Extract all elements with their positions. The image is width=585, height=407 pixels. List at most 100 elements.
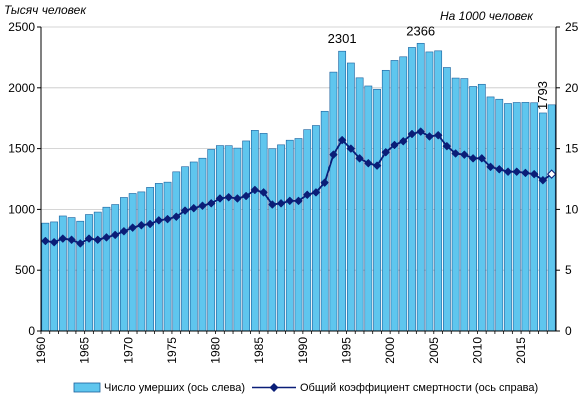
rate-point-1986 [267, 200, 277, 209]
legend-line-label: Общий коэффициент смертности (ось справа… [300, 382, 538, 394]
rate-point-1980 [215, 194, 225, 203]
left-tick-label: 1500 [8, 142, 35, 156]
bar-1997 [364, 85, 373, 332]
bar-2009 [469, 86, 477, 332]
legend-bar-swatch [73, 382, 101, 393]
bar-1963 [67, 217, 76, 332]
rate-point-2002 [407, 129, 417, 139]
right-axis-title: На 1000 человек [440, 9, 534, 23]
bar-1962 [58, 215, 67, 332]
bar-2005 [434, 50, 443, 332]
rate-point-1965 [84, 234, 94, 243]
rate-point-1964 [75, 239, 85, 248]
x-tick-label: 2015 [514, 337, 528, 364]
x-tick-label: 1960 [34, 337, 48, 364]
bar-2015 [521, 102, 530, 332]
rate-point-1989 [294, 196, 303, 206]
rate-point-2005 [433, 130, 443, 140]
bar-2012 [495, 98, 504, 332]
right-tick-label: 15 [565, 142, 579, 156]
rate-point-2001 [398, 136, 408, 146]
bar-1966 [93, 211, 102, 332]
x-axis-ticks: 1960 1965 1970 1975 1980 1985 1990 1995 2000 2005… [34, 331, 548, 364]
legend: Число умерших (ось слева) Общий коэффици… [73, 382, 538, 394]
right-tick-label: 0 [565, 324, 572, 338]
bar-1977 [189, 161, 198, 332]
bar-2003 [416, 42, 425, 332]
bar-2000 [390, 60, 399, 332]
bar-1974 [163, 181, 172, 332]
rate-point-1972 [145, 219, 155, 229]
x-tick-label: 2005 [427, 337, 441, 364]
rate-point-1999 [381, 147, 391, 157]
bar-1995 [346, 62, 355, 332]
rate-point-2012 [494, 164, 504, 174]
rate-point-2008 [459, 150, 469, 160]
rate-point-1968 [110, 230, 120, 240]
bar-1967 [102, 206, 111, 332]
rate-point-1994 [337, 135, 347, 145]
rate-point-1978 [198, 201, 207, 211]
bar-1996 [355, 77, 364, 332]
left-tick-label: 500 [15, 263, 35, 277]
annotation-label-2003: 2366 [406, 23, 435, 38]
bar-1968 [111, 204, 120, 332]
bar-2010 [477, 83, 486, 332]
x-tick-label: 1980 [209, 337, 223, 364]
legend-bar-label: Число умерших (ось слева) [104, 382, 245, 394]
bar-2018 [547, 104, 556, 332]
bar-1971 [137, 191, 146, 332]
rate-point-2004 [425, 132, 434, 141]
bar-1970 [128, 193, 137, 332]
rate-point-1983 [241, 191, 251, 201]
rate-point-1977 [189, 203, 199, 213]
left-axis-ticks: 0 500 1000 1500 2000 2500 [8, 20, 41, 338]
bar-1965 [85, 214, 93, 332]
bar-1980 [216, 145, 224, 332]
rate-point-1974 [163, 214, 172, 224]
annotations: 2301 2366 1793 [328, 23, 550, 110]
rate-point-2013 [503, 167, 513, 177]
bar-1984 [250, 130, 259, 332]
rate-point-1990 [302, 190, 312, 200]
rate-point-1997 [363, 158, 373, 168]
axes [40, 27, 557, 332]
rate-point-1973 [154, 215, 164, 225]
rate-point-1985 [259, 188, 268, 197]
bar-1978 [198, 157, 207, 332]
rate-point-2017 [538, 175, 548, 185]
left-tick-label: 1000 [8, 202, 35, 216]
bar-1976 [181, 166, 189, 332]
rate-point-1991 [311, 188, 321, 197]
rate-point-2010 [477, 153, 487, 163]
bar-2017 [539, 112, 547, 332]
rate-point-1971 [137, 220, 146, 230]
rate-point-1966 [93, 235, 103, 245]
right-axis-ticks: 0 5 10 15 20 25 [556, 20, 579, 338]
bar-1964 [76, 220, 85, 332]
annotation-label-1994: 2301 [328, 31, 357, 46]
rate-point-1998 [372, 161, 382, 170]
rate-point-1984 [250, 185, 260, 195]
x-tick-label: 1975 [165, 337, 179, 364]
rate-point-2015 [521, 168, 530, 178]
bar-1986 [268, 148, 277, 332]
bar-2004 [425, 51, 434, 332]
rate-point-1981 [224, 192, 234, 202]
left-axis-title: Тысяч человек [4, 3, 87, 17]
rate-point-1975 [171, 212, 181, 222]
annotation-label-2017: 1793 [535, 81, 550, 110]
bar-1981 [224, 145, 233, 332]
left-tick-label: 2000 [8, 81, 35, 95]
bar-1993 [329, 71, 338, 332]
rate-point-1969 [119, 226, 129, 236]
rate-point-2014 [512, 167, 522, 177]
bar-1983 [242, 140, 251, 332]
x-tick-label: 1990 [296, 337, 310, 364]
x-tick-label: 1985 [252, 337, 266, 364]
bar-1985 [259, 133, 268, 332]
bar-1975 [172, 171, 181, 332]
bar-2013 [504, 103, 512, 332]
rate-point-1993 [329, 150, 338, 160]
